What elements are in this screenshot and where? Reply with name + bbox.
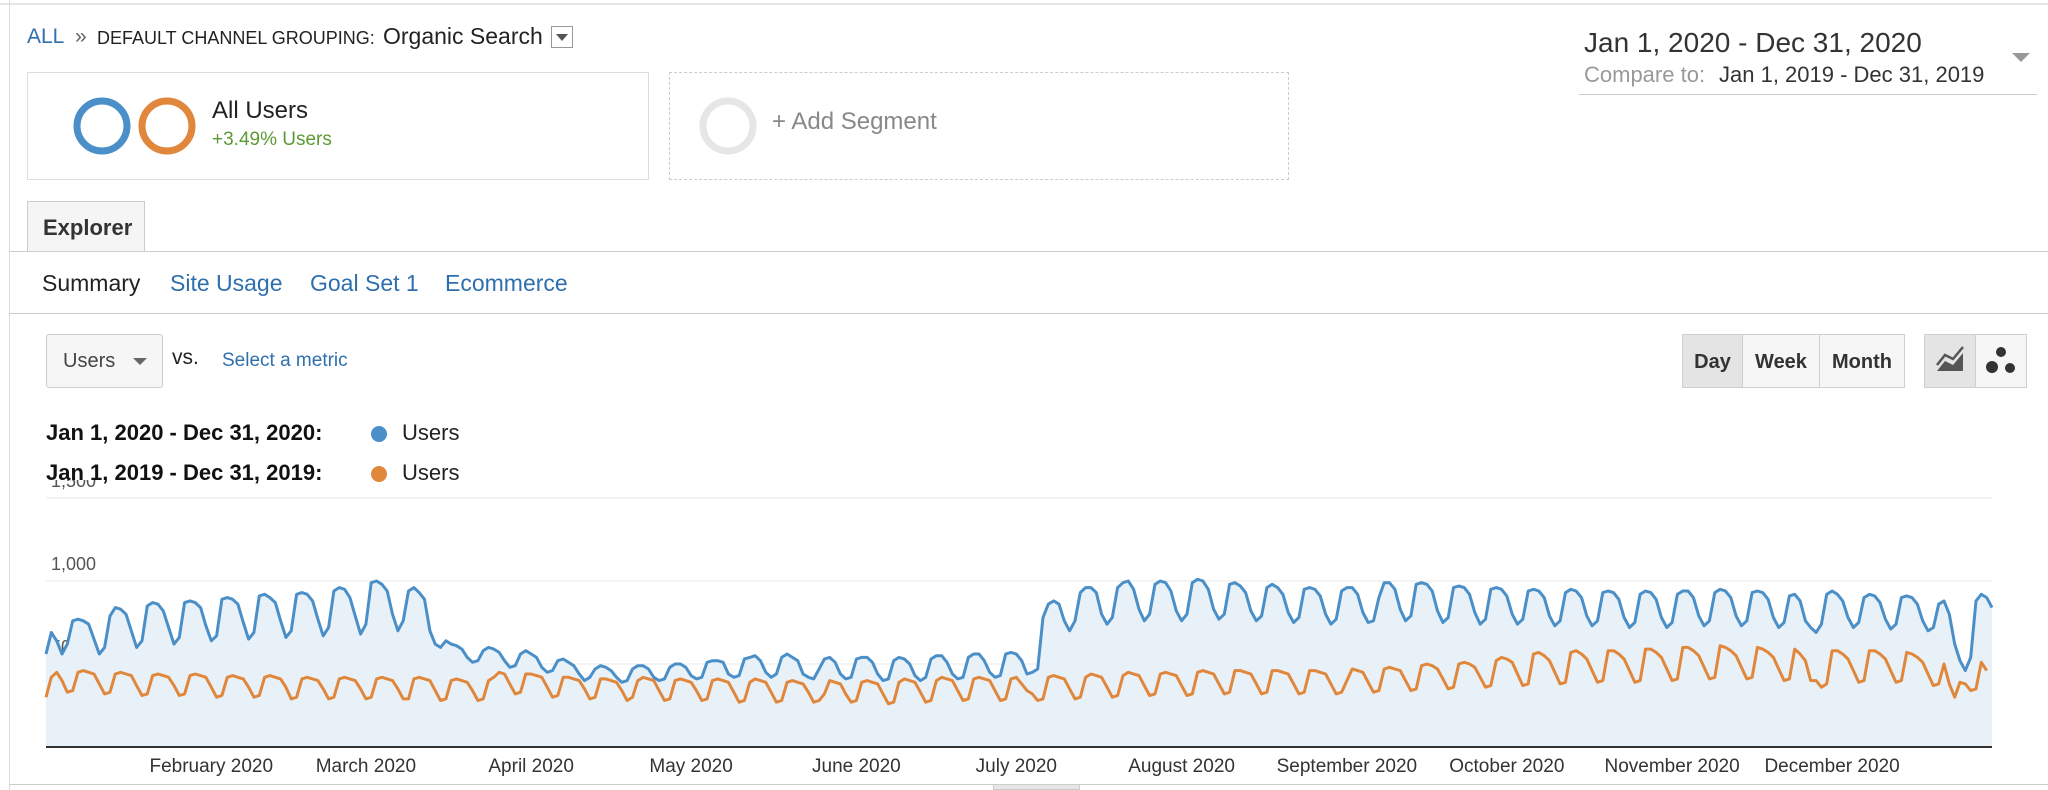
x-tick-label: July 2020 bbox=[976, 756, 1057, 777]
segment-change: +3.49% Users bbox=[212, 129, 332, 150]
dimension-dropdown[interactable] bbox=[551, 26, 573, 48]
x-tick-label: October 2020 bbox=[1449, 756, 1564, 777]
tab[interactable]: Explorer bbox=[27, 201, 145, 252]
add-segment-icon bbox=[699, 97, 757, 155]
legend-swatch bbox=[371, 426, 387, 442]
dropdown-arrow bbox=[133, 358, 147, 365]
x-tick-label: April 2020 bbox=[488, 756, 574, 777]
add-segment-card[interactable]: + Add Segment bbox=[669, 72, 1289, 180]
series-line bbox=[44, 644, 1988, 706]
subtab-rule bbox=[9, 313, 2048, 314]
subtab[interactable]: Ecommerce bbox=[445, 270, 568, 296]
left-rule bbox=[9, 0, 10, 790]
x-tick-label: June 2020 bbox=[812, 756, 901, 777]
date-dropdown-arrow[interactable] bbox=[2010, 50, 2032, 66]
y-tick-label: 1,500 bbox=[51, 480, 96, 491]
granularity-button[interactable]: Month bbox=[1819, 334, 1905, 388]
segment-name: All Users bbox=[212, 97, 309, 124]
x-tick-label: September 2020 bbox=[1277, 756, 1418, 777]
segment-card[interactable]: All Users +3.49% Users bbox=[27, 72, 649, 180]
metric-label: Users bbox=[63, 350, 116, 372]
motion-chart-icon bbox=[1986, 347, 2015, 373]
select-metric[interactable]: Select a metric bbox=[222, 350, 348, 371]
legend-entry: Users bbox=[402, 420, 459, 445]
legend-period: Jan 1, 2019 - Dec 31, 2019: bbox=[46, 460, 322, 485]
series-line bbox=[44, 577, 1994, 684]
metric-dropdown[interactable]: Users bbox=[46, 334, 163, 388]
compare-label: Compare to: bbox=[1584, 62, 1706, 87]
date-range[interactable]: Jan 1, 2020 - Dec 31, 2020 bbox=[1584, 27, 1922, 58]
vs-label: vs. bbox=[172, 346, 199, 369]
chart-type-button[interactable] bbox=[1924, 334, 1976, 388]
segment-ring bbox=[138, 97, 196, 155]
tab-rule bbox=[9, 251, 2048, 252]
date-underline bbox=[1579, 94, 2037, 95]
segment-ring bbox=[73, 97, 131, 155]
breadcrumb-dimension: DEFAULT CHANNEL GROUPING: bbox=[97, 28, 375, 48]
subtab[interactable]: Summary bbox=[42, 270, 141, 296]
dropdown-arrow bbox=[556, 34, 568, 41]
top-rule bbox=[0, 3, 2048, 5]
tab-label: Explorer bbox=[43, 215, 133, 240]
subtab[interactable]: Goal Set 1 bbox=[310, 270, 419, 296]
legend: Jan 1, 2020 - Dec 31, 2020: Users Jan 1, 2… bbox=[46, 420, 459, 485]
x-tick-label: March 2020 bbox=[316, 756, 416, 777]
breadcrumb-all[interactable]: ALL bbox=[27, 25, 65, 48]
breadcrumb-separator: » bbox=[75, 25, 87, 48]
chart-slider[interactable] bbox=[993, 784, 1080, 790]
breadcrumb-value: Organic Search bbox=[383, 23, 543, 49]
legend-swatch bbox=[371, 466, 387, 482]
line-chart-icon bbox=[1936, 346, 1964, 371]
legend-period: Jan 1, 2020 - Dec 31, 2020: bbox=[46, 420, 322, 445]
x-tick-label: December 2020 bbox=[1764, 756, 1899, 777]
x-tick-label: May 2020 bbox=[649, 756, 732, 777]
chart-type-button[interactable] bbox=[1975, 334, 2027, 388]
x-tick-label: August 2020 bbox=[1128, 756, 1235, 777]
add-segment-label: + Add Segment bbox=[772, 108, 937, 135]
x-tick-label: November 2020 bbox=[1605, 756, 1740, 777]
granularity-button[interactable]: Week bbox=[1742, 334, 1820, 388]
granularity-button[interactable]: Day bbox=[1682, 334, 1743, 388]
subtab[interactable]: Site Usage bbox=[170, 270, 283, 296]
compare-range: Jan 1, 2019 - Dec 31, 2019 bbox=[1719, 62, 1985, 87]
series-area bbox=[46, 579, 1992, 747]
legend-entry: Users bbox=[402, 460, 459, 485]
segment-icons bbox=[73, 97, 196, 155]
x-tick-label: February 2020 bbox=[149, 756, 273, 777]
y-tick-label: 1,000 bbox=[51, 554, 96, 574]
